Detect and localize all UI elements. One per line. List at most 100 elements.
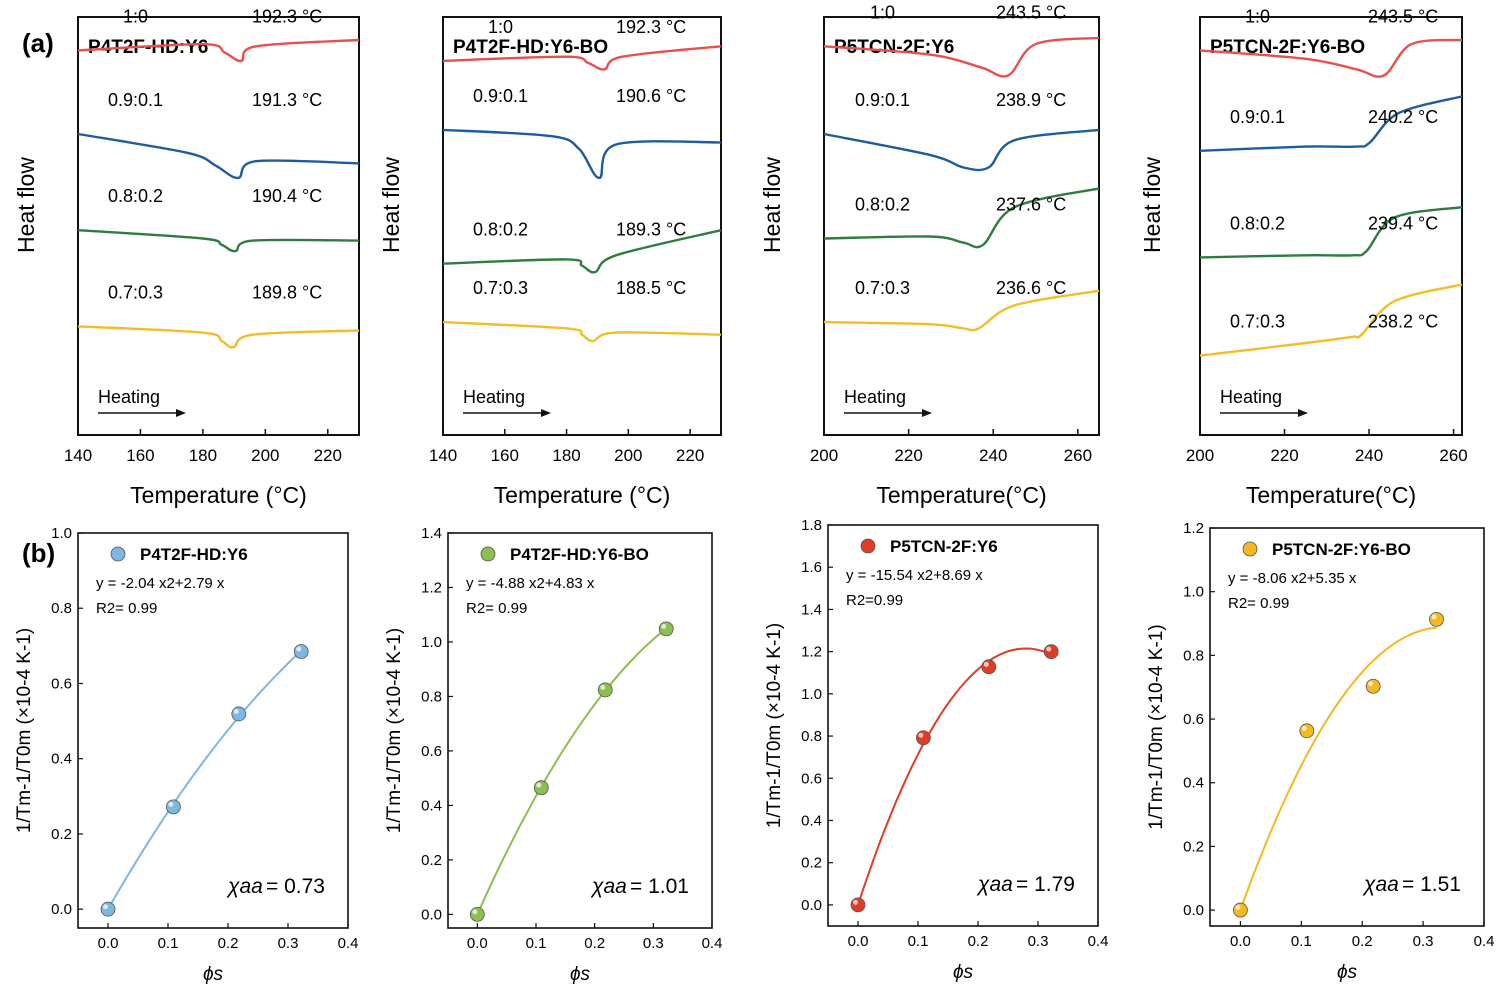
chi-value: = 1.01: [630, 875, 689, 898]
fit-panel-2: 0.0 0.1 0.2 0.3 0.4 0.0 0.2 0.4 0.6 0.8 1.0 1.2 1.4 ϕ…: [384, 525, 722, 985]
fit-equation: y = -8.06 x2+5.35 x: [1228, 570, 1357, 587]
x-tick-label: 140: [429, 446, 457, 465]
data-point: [1299, 723, 1315, 739]
series-line: [823, 187, 1100, 249]
series-line: [1199, 206, 1463, 259]
plot-frame: [77, 532, 349, 929]
x-tick-label: 200: [251, 446, 279, 465]
y-tick-label: 1.0: [801, 686, 822, 703]
x-tick-label: 0.0: [98, 935, 119, 952]
x-tick-label: 200: [810, 446, 838, 465]
r-squared: R2= 0.99: [1228, 595, 1289, 612]
x-tick-label: 180: [189, 446, 217, 465]
fit-curve: [476, 627, 667, 915]
plot-frame: [77, 16, 360, 436]
y-axis-title: Heat flow: [759, 157, 785, 253]
y-axis-title: Heat flow: [13, 157, 39, 253]
x-axis-title: Temperature (°C): [494, 482, 671, 508]
fit-panel-4: 0.0 0.1 0.2 0.3 0.4 0.0 0.2 0.4 0.6 0.8 1.0 1.2 ϕs 1/…: [1146, 520, 1494, 983]
y-tick-label: 0.0: [421, 906, 442, 923]
data-point-highlight: [233, 708, 239, 714]
x-tick-label: 0.3: [278, 935, 299, 952]
series-line: [823, 36, 1100, 78]
data-point-highlight: [853, 899, 858, 905]
y-tick-label: 0.2: [1183, 838, 1204, 855]
y-tick-label: 1.4: [421, 525, 442, 542]
y-tick-label: 1.2: [801, 644, 822, 661]
data-point-highlight: [472, 909, 478, 915]
series-line: [77, 325, 360, 349]
heating-arrowhead: [1298, 409, 1308, 417]
y-tick-label: 0.8: [51, 600, 72, 617]
series-line: [77, 229, 360, 253]
peak-label: 188.5 °C: [616, 278, 686, 298]
data-point: [981, 659, 997, 675]
data-point-highlight: [918, 732, 924, 738]
x-tick-label: 0.3: [1413, 933, 1434, 950]
x-tick-label: 220: [314, 446, 342, 465]
y-tick-label: 1.4: [801, 601, 822, 618]
data-point: [1233, 902, 1248, 918]
data-point: [533, 780, 549, 796]
legend-label: P4T2F-HD:Y6: [140, 545, 248, 564]
peak-label: 189.8 °C: [252, 282, 322, 302]
y-tick-label: 0.2: [51, 826, 72, 843]
legend-marker: [860, 538, 876, 554]
x-tick-label: 0.4: [1088, 933, 1109, 950]
y-tick-label: 1.0: [51, 525, 72, 542]
r-squared: R2= 0.99: [466, 600, 527, 617]
y-tick-label: 0.6: [1183, 711, 1204, 728]
ratio-label: 0.7:0.3: [855, 278, 910, 298]
peak-label: 237.6 °C: [996, 195, 1066, 215]
x-tick-label: 0.4: [702, 935, 723, 952]
data-point: [1043, 644, 1059, 660]
data-point: [1365, 678, 1381, 694]
series-line: [77, 38, 360, 63]
x-tick-label: 0.4: [338, 935, 359, 952]
y-tick-label: 1.2: [1183, 520, 1204, 537]
x-tick-label: 0.1: [526, 935, 547, 952]
heating-arrowhead: [176, 409, 186, 417]
y-axis-title: Heat flow: [1139, 157, 1165, 253]
peak-label: 238.2 °C: [1368, 312, 1438, 332]
x-tick-label: 0.2: [584, 935, 605, 952]
ratio-label: 0.9:0.1: [855, 90, 910, 110]
data-point: [658, 621, 674, 637]
legend-marker: [110, 546, 126, 562]
panel-label-b: (b): [22, 538, 55, 568]
x-tick-label: 0.0: [1230, 933, 1251, 950]
peak-label: 236.6 °C: [996, 278, 1066, 298]
fit-curve: [107, 650, 302, 910]
y-axis-title: 1/Tm-1/T0m (×10-4 K-1): [384, 628, 405, 833]
series-line: [1199, 283, 1463, 357]
x-axis-title: Temperature(°C): [876, 482, 1046, 508]
data-point-highlight: [1046, 646, 1052, 652]
chi-symbol: χaa: [1362, 873, 1399, 896]
series-line: [442, 320, 722, 343]
heating-arrowhead: [922, 409, 932, 417]
ratio-label: 0.8:0.2: [1230, 213, 1285, 233]
x-tick-label: 240: [979, 446, 1007, 465]
x-tick-label: 0.3: [1028, 933, 1049, 950]
y-tick-label: 0.0: [1183, 902, 1204, 919]
x-tick-label: 0.2: [218, 935, 239, 952]
x-axis-title: ϕs: [1337, 962, 1358, 983]
fit-curve: [857, 647, 1052, 906]
x-axis-title: ϕs: [203, 964, 224, 985]
legend-marker: [1242, 541, 1258, 557]
x-tick-label: 220: [1270, 446, 1298, 465]
series-line: [823, 289, 1100, 332]
charts: P4T2F-HD:Y6 140 160 180 200 220 Temperature (°…: [13, 2, 1494, 985]
heating-label: Heating: [463, 387, 525, 407]
y-axis-title: 1/Tm-1/T0m (×10-4 K-1): [764, 623, 785, 828]
data-point: [165, 799, 181, 815]
data-point: [597, 682, 613, 698]
data-point: [231, 706, 247, 722]
y-tick-label: 1.8: [801, 517, 822, 534]
data-point-highlight: [1301, 725, 1307, 731]
data-point-highlight: [1431, 614, 1437, 620]
y-tick-label: 0.0: [801, 897, 822, 914]
x-axis-title: Temperature(°C): [1246, 482, 1416, 508]
